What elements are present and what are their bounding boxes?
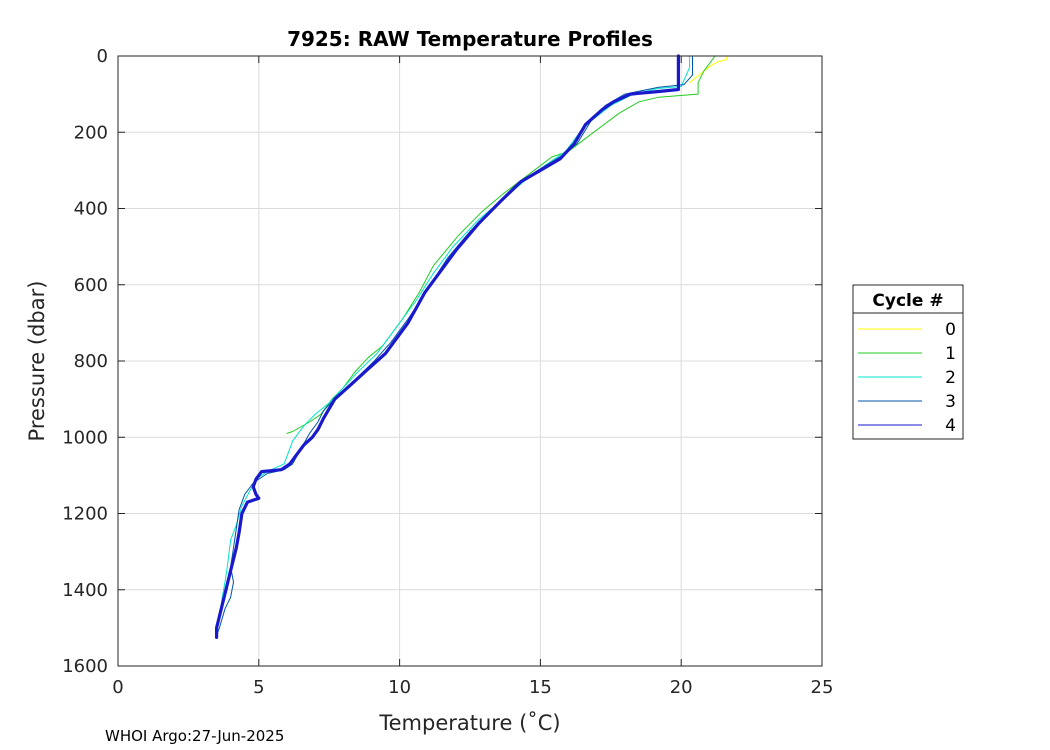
x-tick-label: 25 bbox=[811, 677, 834, 698]
series-line-cycle-4 bbox=[215, 54, 681, 640]
legend-title: Cycle # bbox=[872, 291, 943, 311]
x-tick-label: 0 bbox=[112, 677, 123, 698]
legend: Cycle # 0 1 2 3 4 bbox=[852, 284, 964, 440]
y-tick-label: 400 bbox=[74, 199, 108, 220]
x-tick-label: 5 bbox=[253, 677, 264, 698]
x-tick-label: 15 bbox=[529, 677, 552, 698]
series-lines bbox=[215, 54, 727, 640]
y-tick-label: 600 bbox=[74, 275, 108, 296]
y-axis-label: Pressure (dbar) bbox=[25, 281, 49, 442]
series-line-cycle-1 bbox=[286, 55, 716, 434]
legend-entries: 0 1 2 3 4 bbox=[858, 320, 956, 436]
legend-label-cycle-2: 2 bbox=[945, 368, 956, 388]
legend-label-cycle-1: 1 bbox=[945, 344, 956, 364]
y-tick-label: 200 bbox=[74, 122, 108, 143]
y-tick-label: 0 bbox=[97, 46, 108, 67]
series-line-cycle-0 bbox=[689, 55, 727, 84]
y-tick-label: 1200 bbox=[62, 504, 108, 525]
y-tick-label: 1400 bbox=[62, 580, 108, 601]
x-axis-label: Temperature (˚C) bbox=[378, 711, 560, 735]
footer-credit: WHOI Argo:27-Jun-2025 bbox=[105, 727, 284, 745]
legend-label-cycle-3: 3 bbox=[945, 392, 956, 412]
y-tick-label: 1600 bbox=[62, 656, 108, 677]
chart-title: 7925: RAW Temperature Profiles bbox=[287, 27, 653, 51]
series-line-cycle-3 bbox=[216, 55, 693, 636]
y-tick-label: 1000 bbox=[62, 427, 108, 448]
series-line-cycle-2 bbox=[216, 55, 691, 636]
legend-label-cycle-0: 0 bbox=[945, 320, 956, 340]
legend-box bbox=[852, 284, 964, 440]
legend-label-cycle-4: 4 bbox=[945, 416, 956, 436]
x-tick-label: 10 bbox=[388, 677, 411, 698]
axis-ticks: 0 5 10 15 20 25 0 200 400 600 800 1000 1200 1400 1600 bbox=[62, 46, 833, 698]
x-tick-label: 20 bbox=[670, 677, 693, 698]
y-tick-label: 800 bbox=[74, 351, 108, 372]
grid-lines bbox=[118, 56, 822, 666]
